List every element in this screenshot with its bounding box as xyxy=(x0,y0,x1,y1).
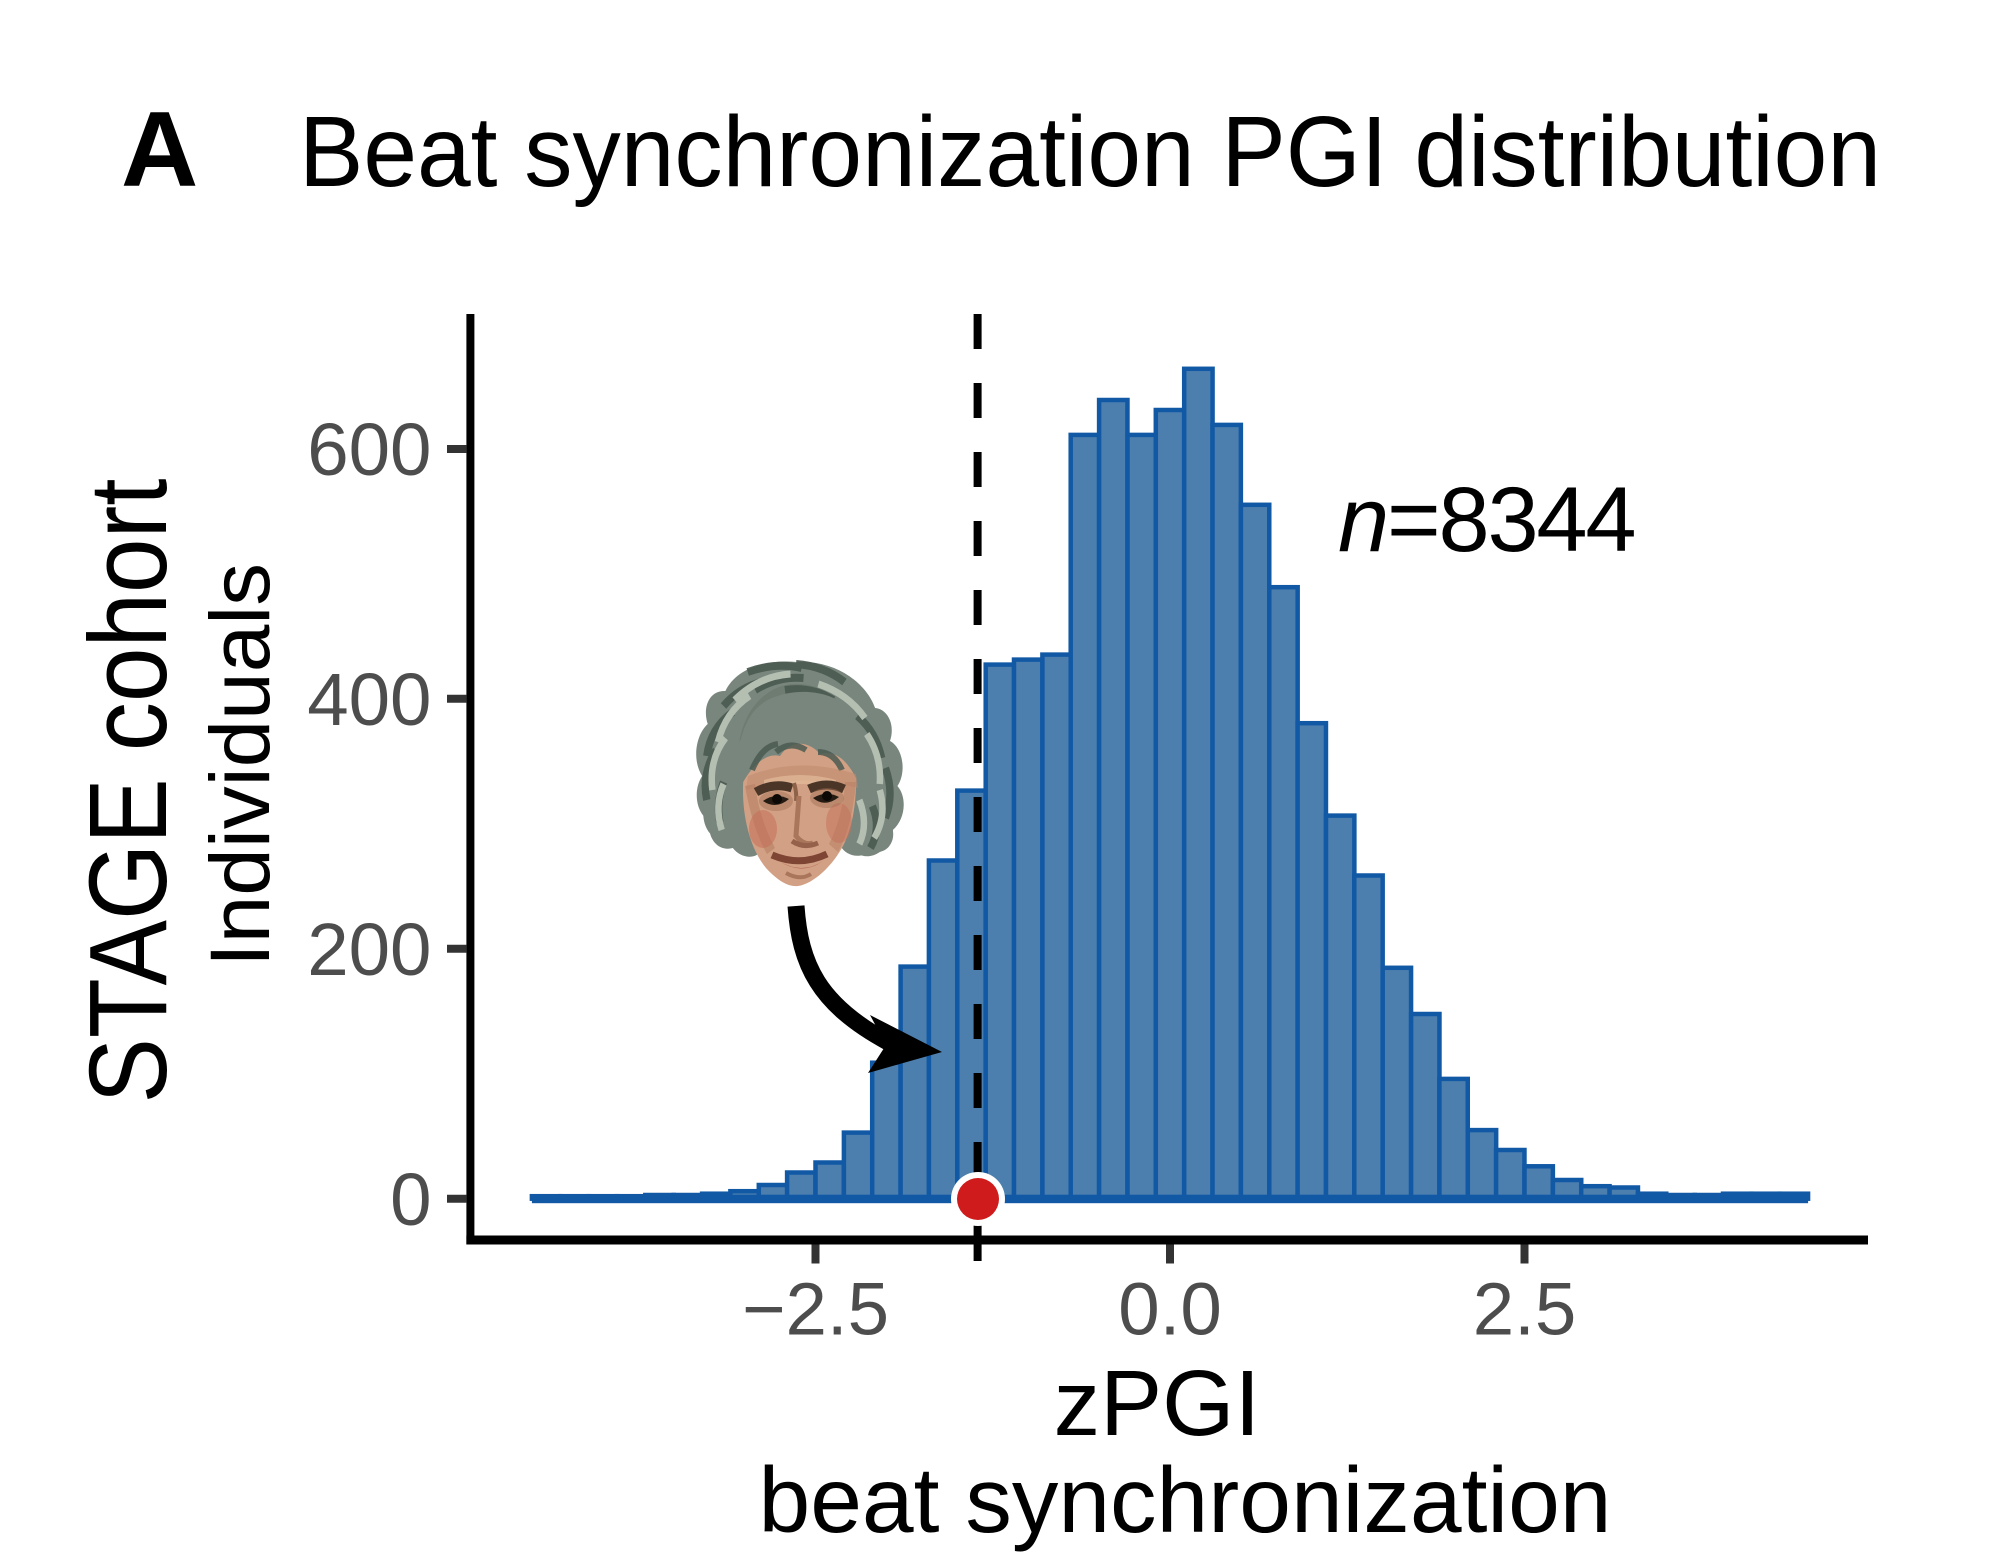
svg-text:400: 400 xyxy=(307,658,431,741)
svg-text:zPGI: zPGI xyxy=(1054,1351,1261,1455)
svg-text:Beat synchronization PGI distr: Beat synchronization PGI distribution xyxy=(299,96,1881,208)
svg-text:A: A xyxy=(121,89,198,209)
svg-text:200: 200 xyxy=(307,908,431,991)
svg-text:beat synchronization: beat synchronization xyxy=(758,1448,1611,1552)
svg-text:n=8344: n=8344 xyxy=(1338,469,1634,571)
svg-text:−2.5: −2.5 xyxy=(742,1268,889,1351)
svg-text:600: 600 xyxy=(307,408,431,491)
svg-text:0: 0 xyxy=(390,1158,431,1241)
svg-text:Individuals: Individuals xyxy=(193,563,287,967)
svg-text:0.0: 0.0 xyxy=(1118,1268,1222,1351)
svg-text:STAGE cohort: STAGE cohort xyxy=(67,479,190,1104)
svg-text:2.5: 2.5 xyxy=(1473,1268,1577,1351)
